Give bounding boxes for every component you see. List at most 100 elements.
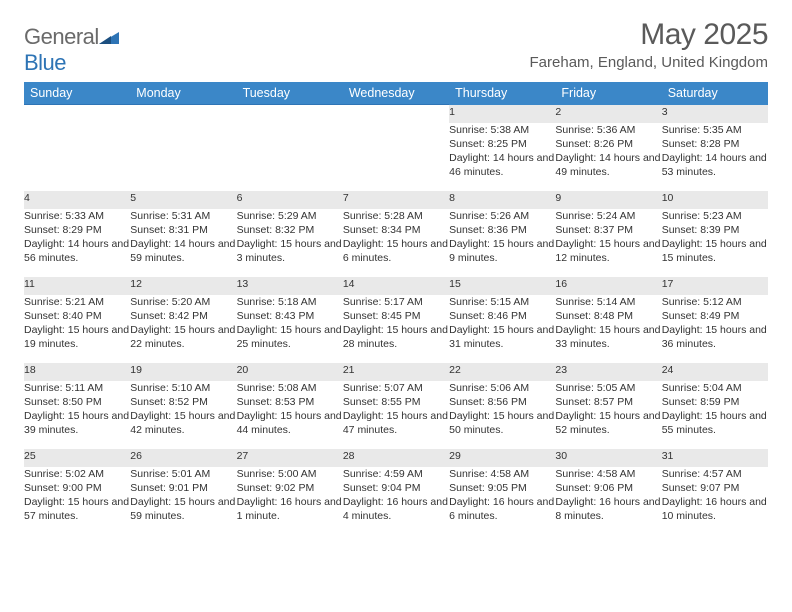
day-number-cell: 26 — [130, 449, 236, 467]
sunset-line: Sunset: 8:55 PM — [343, 395, 449, 409]
sunrise-line: Sunrise: 5:20 AM — [130, 295, 236, 309]
title-block: May 2025 Fareham, England, United Kingdo… — [530, 18, 768, 71]
day-detail-cell: Sunrise: 5:07 AMSunset: 8:55 PMDaylight:… — [343, 381, 449, 449]
day-detail-cell: Sunrise: 5:31 AMSunset: 8:31 PMDaylight:… — [130, 209, 236, 277]
sunset-line: Sunset: 8:29 PM — [24, 223, 130, 237]
weekday-header: Sunday — [24, 82, 130, 105]
day-detail-cell: Sunrise: 4:58 AMSunset: 9:06 PMDaylight:… — [555, 467, 661, 535]
day-detail-cell: Sunrise: 5:21 AMSunset: 8:40 PMDaylight:… — [24, 295, 130, 363]
day-detail-cell: Sunrise: 5:33 AMSunset: 8:29 PMDaylight:… — [24, 209, 130, 277]
sunset-line: Sunset: 8:49 PM — [662, 309, 768, 323]
day-detail-cell: Sunrise: 5:15 AMSunset: 8:46 PMDaylight:… — [449, 295, 555, 363]
calendar-body: 123Sunrise: 5:38 AMSunset: 8:25 PMDaylig… — [24, 105, 768, 535]
daylight-line: Daylight: 16 hours and 10 minutes. — [662, 495, 768, 523]
daylight-line: Daylight: 16 hours and 1 minute. — [237, 495, 343, 523]
sunrise-line: Sunrise: 5:33 AM — [24, 209, 130, 223]
sunset-line: Sunset: 9:01 PM — [130, 481, 236, 495]
weekday-header: Monday — [130, 82, 236, 105]
sunrise-line: Sunrise: 5:05 AM — [555, 381, 661, 395]
sunrise-line: Sunrise: 4:57 AM — [662, 467, 768, 481]
day-number-row: 123 — [24, 105, 768, 123]
day-number-cell — [343, 105, 449, 123]
day-detail-cell: Sunrise: 5:24 AMSunset: 8:37 PMDaylight:… — [555, 209, 661, 277]
sunrise-line: Sunrise: 5:24 AM — [555, 209, 661, 223]
sunset-line: Sunset: 8:56 PM — [449, 395, 555, 409]
day-number-cell: 15 — [449, 277, 555, 295]
sunrise-line: Sunrise: 5:06 AM — [449, 381, 555, 395]
sunset-line: Sunset: 8:31 PM — [130, 223, 236, 237]
sunset-line: Sunset: 8:32 PM — [237, 223, 343, 237]
month-title: May 2025 — [530, 18, 768, 52]
daylight-line: Daylight: 15 hours and 59 minutes. — [130, 495, 236, 523]
day-detail-cell: Sunrise: 5:06 AMSunset: 8:56 PMDaylight:… — [449, 381, 555, 449]
day-number-cell: 12 — [130, 277, 236, 295]
daylight-line: Daylight: 15 hours and 12 minutes. — [555, 237, 661, 265]
daylight-line: Daylight: 15 hours and 33 minutes. — [555, 323, 661, 351]
day-number-cell: 5 — [130, 191, 236, 209]
daylight-line: Daylight: 15 hours and 19 minutes. — [24, 323, 130, 351]
brand-triangle-icon — [99, 20, 119, 49]
sunrise-line: Sunrise: 5:01 AM — [130, 467, 236, 481]
day-number-cell: 31 — [662, 449, 768, 467]
day-number-cell: 7 — [343, 191, 449, 209]
daylight-line: Daylight: 14 hours and 59 minutes. — [130, 237, 236, 265]
daylight-line: Daylight: 15 hours and 55 minutes. — [662, 409, 768, 437]
sunrise-line: Sunrise: 5:26 AM — [449, 209, 555, 223]
day-number-row: 18192021222324 — [24, 363, 768, 381]
daylight-line: Daylight: 15 hours and 28 minutes. — [343, 323, 449, 351]
day-number-cell: 23 — [555, 363, 661, 381]
daylight-line: Daylight: 15 hours and 52 minutes. — [555, 409, 661, 437]
sunrise-line: Sunrise: 5:02 AM — [24, 467, 130, 481]
sunrise-line: Sunrise: 5:38 AM — [449, 123, 555, 137]
day-detail-row: Sunrise: 5:02 AMSunset: 9:00 PMDaylight:… — [24, 467, 768, 535]
daylight-line: Daylight: 15 hours and 25 minutes. — [237, 323, 343, 351]
day-number-cell: 19 — [130, 363, 236, 381]
sunset-line: Sunset: 8:42 PM — [130, 309, 236, 323]
sunrise-line: Sunrise: 5:23 AM — [662, 209, 768, 223]
day-detail-cell: Sunrise: 5:18 AMSunset: 8:43 PMDaylight:… — [237, 295, 343, 363]
sunrise-line: Sunrise: 4:58 AM — [449, 467, 555, 481]
sunset-line: Sunset: 8:53 PM — [237, 395, 343, 409]
header: GeneralBlue May 2025 Fareham, England, U… — [24, 18, 768, 76]
sunset-line: Sunset: 8:57 PM — [555, 395, 661, 409]
day-detail-cell: Sunrise: 5:38 AMSunset: 8:25 PMDaylight:… — [449, 123, 555, 191]
sunrise-line: Sunrise: 5:31 AM — [130, 209, 236, 223]
sunset-line: Sunset: 8:50 PM — [24, 395, 130, 409]
daylight-line: Daylight: 14 hours and 56 minutes. — [24, 237, 130, 265]
day-number-row: 25262728293031 — [24, 449, 768, 467]
sunset-line: Sunset: 8:37 PM — [555, 223, 661, 237]
day-number-cell: 11 — [24, 277, 130, 295]
day-number-cell: 25 — [24, 449, 130, 467]
day-detail-cell: Sunrise: 5:12 AMSunset: 8:49 PMDaylight:… — [662, 295, 768, 363]
day-number-cell: 22 — [449, 363, 555, 381]
day-detail-cell — [24, 123, 130, 191]
day-number-cell: 29 — [449, 449, 555, 467]
daylight-line: Daylight: 14 hours and 49 minutes. — [555, 151, 661, 179]
day-detail-cell: Sunrise: 5:11 AMSunset: 8:50 PMDaylight:… — [24, 381, 130, 449]
sunset-line: Sunset: 8:45 PM — [343, 309, 449, 323]
day-detail-cell: Sunrise: 5:02 AMSunset: 9:00 PMDaylight:… — [24, 467, 130, 535]
day-detail-cell: Sunrise: 5:14 AMSunset: 8:48 PMDaylight:… — [555, 295, 661, 363]
day-number-cell: 16 — [555, 277, 661, 295]
location-subtitle: Fareham, England, United Kingdom — [530, 54, 768, 71]
day-number-cell: 9 — [555, 191, 661, 209]
day-number-cell: 18 — [24, 363, 130, 381]
sunset-line: Sunset: 9:05 PM — [449, 481, 555, 495]
day-number-cell: 21 — [343, 363, 449, 381]
day-detail-cell — [130, 123, 236, 191]
day-detail-cell: Sunrise: 5:23 AMSunset: 8:39 PMDaylight:… — [662, 209, 768, 277]
sunset-line: Sunset: 8:39 PM — [662, 223, 768, 237]
day-number-cell — [237, 105, 343, 123]
calendar-page: GeneralBlue May 2025 Fareham, England, U… — [0, 0, 792, 545]
day-number-cell: 14 — [343, 277, 449, 295]
daylight-line: Daylight: 16 hours and 6 minutes. — [449, 495, 555, 523]
day-number-cell: 8 — [449, 191, 555, 209]
daylight-line: Daylight: 14 hours and 46 minutes. — [449, 151, 555, 179]
day-number-cell: 13 — [237, 277, 343, 295]
day-number-cell: 17 — [662, 277, 768, 295]
day-number-cell: 30 — [555, 449, 661, 467]
sunset-line: Sunset: 8:43 PM — [237, 309, 343, 323]
brand-name: GeneralBlue — [24, 24, 119, 76]
day-number-cell: 10 — [662, 191, 768, 209]
day-detail-cell: Sunrise: 5:10 AMSunset: 8:52 PMDaylight:… — [130, 381, 236, 449]
